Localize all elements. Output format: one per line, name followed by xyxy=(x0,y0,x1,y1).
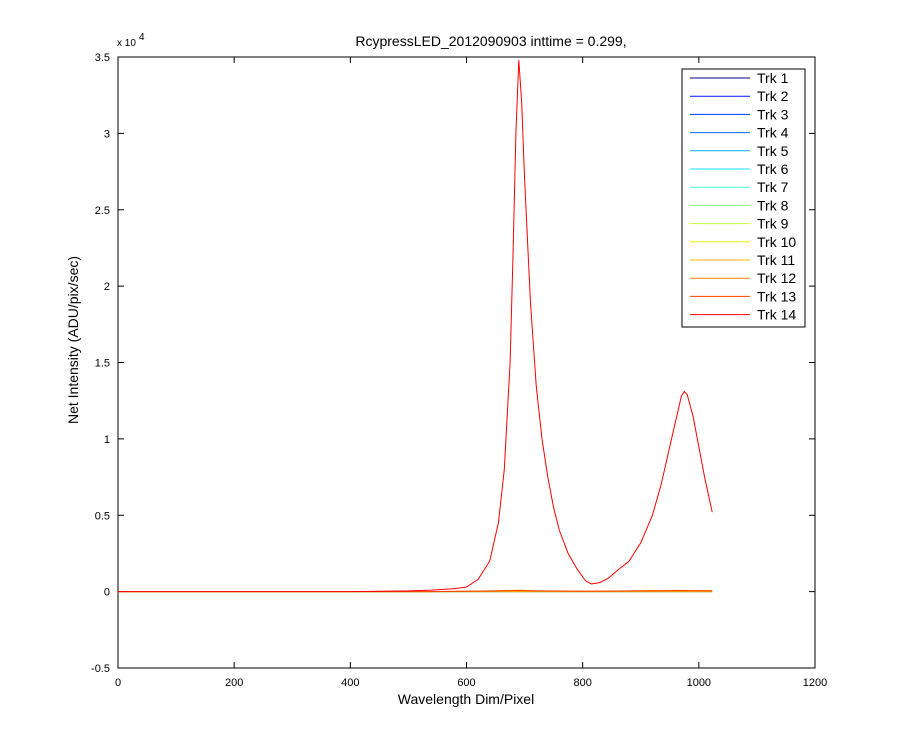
y-tick-label: 2 xyxy=(104,281,110,293)
y-axis-ticks: -0.5 0 0.5 1 1.5 2 2.5 3 3.5 xyxy=(91,52,815,675)
y-exponent: 4 xyxy=(139,32,145,43)
x-tick-label: 600 xyxy=(457,677,475,689)
legend-label-9: Trk 9 xyxy=(757,216,789,232)
legend-label-13: Trk 13 xyxy=(757,288,796,304)
legend-label-5: Trk 5 xyxy=(757,143,789,159)
legend: Trk 1 Trk 2 Trk 3 Trk 4 Trk 5 Trk 6 Trk 7 Trk 8… xyxy=(681,68,806,328)
legend-box xyxy=(681,68,806,328)
y-tick-label: 1 xyxy=(104,434,110,446)
x-tick-label: 400 xyxy=(341,677,359,689)
x-tick-label: 1000 xyxy=(687,677,711,689)
legend-label-3: Trk 3 xyxy=(757,106,789,122)
y-tick-label: 3.5 xyxy=(95,52,110,64)
x-tick-label: 0 xyxy=(115,677,121,689)
legend-label-1: Trk 1 xyxy=(757,70,789,86)
x-tick-label: 1200 xyxy=(803,677,827,689)
y-tick-label: 1.5 xyxy=(95,358,110,370)
y-axis-title: Net Intensity (ADU/pix/sec) xyxy=(65,256,81,424)
legend-label-14: Trk 14 xyxy=(757,307,796,323)
x-axis-ticks: 0 200 400 600 800 1000 1200 xyxy=(115,57,827,689)
legend-label-6: Trk 6 xyxy=(757,161,789,177)
y-tick-label: 0.5 xyxy=(95,510,110,522)
legend-label-7: Trk 7 xyxy=(757,179,789,195)
series-line-13 xyxy=(118,590,713,593)
x-axis-title: Wavelength Dim/Pixel xyxy=(398,691,534,707)
legend-label-2: Trk 2 xyxy=(757,88,789,104)
legend-label-4: Trk 4 xyxy=(757,125,789,141)
legend-label-12: Trk 12 xyxy=(757,270,796,286)
series-layer xyxy=(118,60,713,593)
legend-label-8: Trk 8 xyxy=(757,197,789,213)
y-tick-label: 3 xyxy=(104,128,110,140)
legend-label-11: Trk 11 xyxy=(757,252,795,268)
chart-title: RcypressLED_2012090903 inttime = 0.299, xyxy=(355,33,626,49)
y-tick-label: 2.5 xyxy=(95,205,110,217)
y-exponent-base: x 10 xyxy=(117,38,136,49)
x-tick-label: 800 xyxy=(573,677,591,689)
x-tick-label: 200 xyxy=(225,677,243,689)
y-tick-label: 0 xyxy=(104,587,110,599)
series-line-14 xyxy=(118,60,713,593)
legend-label-10: Trk 10 xyxy=(757,234,796,250)
y-tick-label: -0.5 xyxy=(91,663,110,675)
